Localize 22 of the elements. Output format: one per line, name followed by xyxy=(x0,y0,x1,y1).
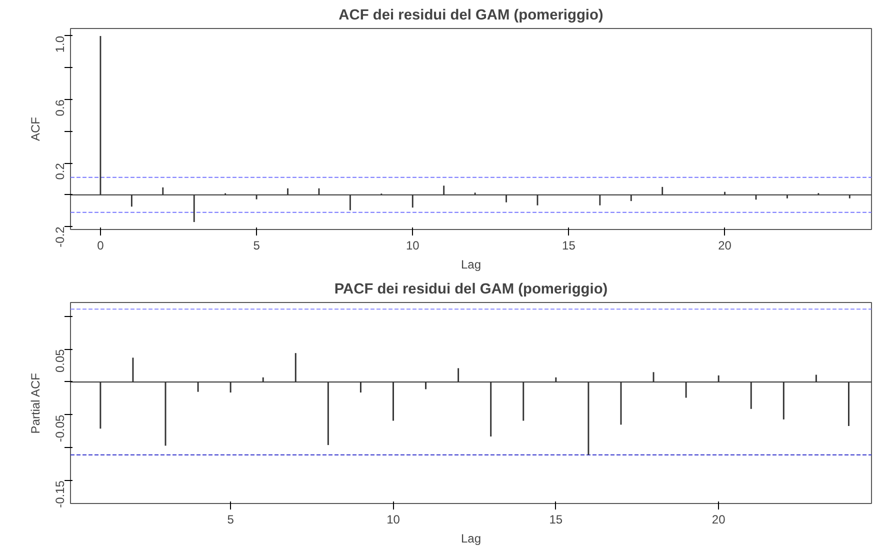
x-tick-label: 10 xyxy=(386,512,400,526)
y-tick-label: 1.0 xyxy=(53,36,67,53)
y-axis-title: ACF xyxy=(28,117,42,141)
x-tick-label: 10 xyxy=(406,238,420,252)
y-tick-label: 0.6 xyxy=(53,99,67,116)
y-tick-label: 0.2 xyxy=(53,162,67,180)
x-axis-title: Lag xyxy=(460,258,482,272)
x-tick-label: 0 xyxy=(97,238,104,252)
y-tick-label: -0.15 xyxy=(53,480,67,508)
y-axis-title: Partial ACF xyxy=(28,372,42,434)
x-tick-label: 20 xyxy=(718,238,732,252)
chart-title: PACF dei residui del GAM (pomeriggio) xyxy=(334,282,608,298)
x-tick-label: 15 xyxy=(549,512,563,526)
x-tick-label: 5 xyxy=(253,238,260,252)
y-tick-label: -0.05 xyxy=(53,414,67,442)
x-axis-title: Lag xyxy=(460,532,482,546)
x-tick-label: 5 xyxy=(227,512,234,526)
y-tick-label: -0.2 xyxy=(53,226,67,248)
y-tick-label: 0.05 xyxy=(53,348,67,372)
x-tick-label: 15 xyxy=(562,238,576,252)
chart-title: ACF dei residui del GAM (pomeriggio) xyxy=(338,8,604,24)
x-tick-label: 20 xyxy=(712,512,726,526)
